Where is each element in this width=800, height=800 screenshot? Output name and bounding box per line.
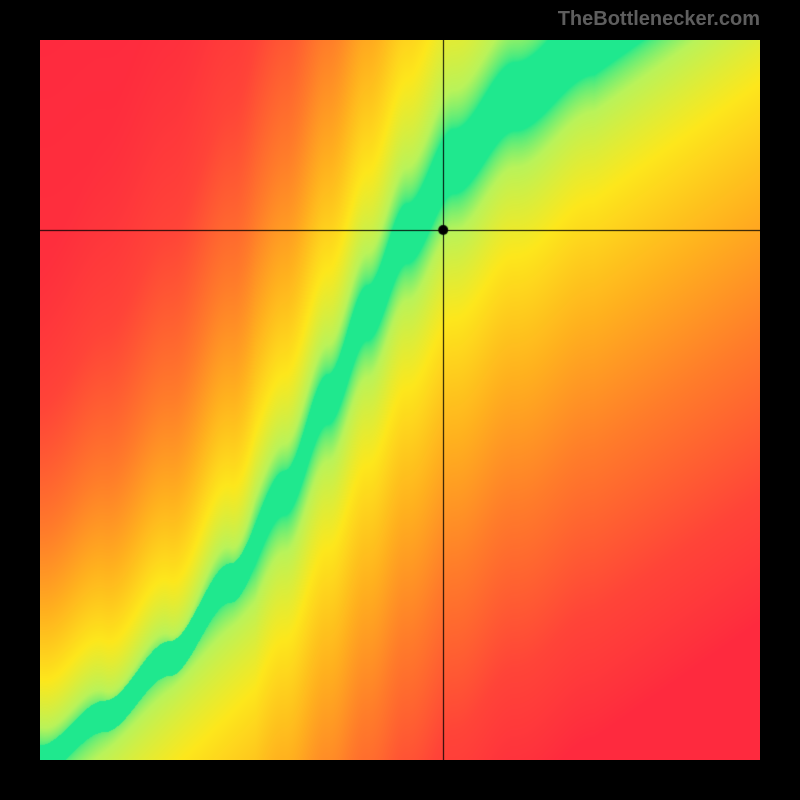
watermark-text: TheBottlenecker.com [558,8,760,31]
crosshair-overlay [40,40,760,760]
figure-root: TheBottlenecker.com [0,0,800,800]
